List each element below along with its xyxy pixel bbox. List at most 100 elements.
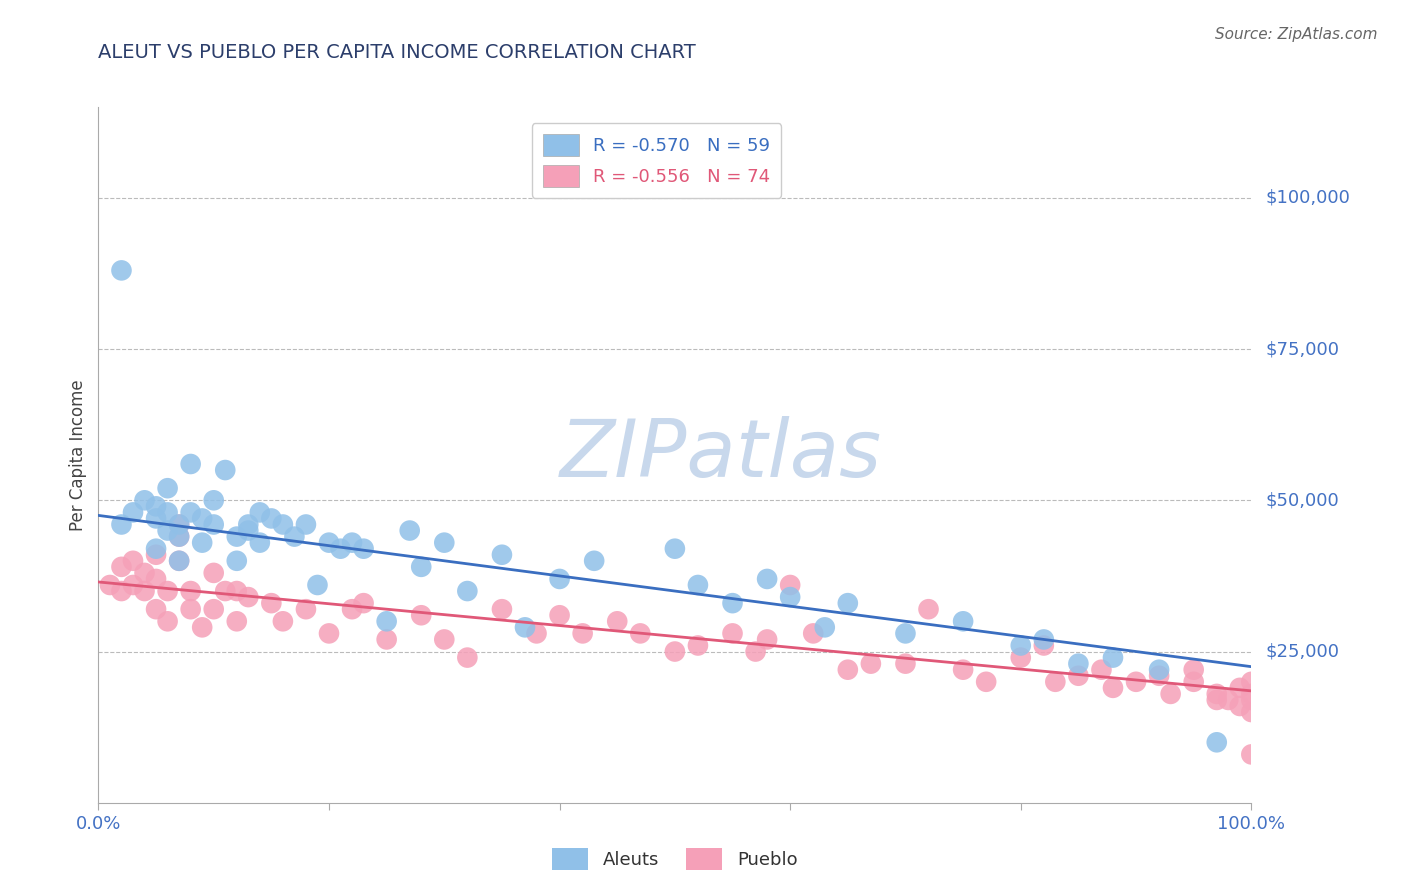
- Text: ALEUT VS PUEBLO PER CAPITA INCOME CORRELATION CHART: ALEUT VS PUEBLO PER CAPITA INCOME CORREL…: [98, 44, 696, 62]
- Point: [283, 530, 305, 544]
- Point: [214, 463, 236, 477]
- Point: [952, 615, 974, 629]
- Point: [1229, 698, 1251, 713]
- Point: [260, 511, 283, 525]
- Point: [1205, 693, 1227, 707]
- Point: [1147, 669, 1170, 683]
- Point: [271, 517, 294, 532]
- Point: [238, 590, 260, 604]
- Point: [329, 541, 352, 556]
- Point: [318, 626, 340, 640]
- Point: [110, 517, 132, 532]
- Point: [122, 505, 145, 519]
- Point: [583, 554, 606, 568]
- Point: [191, 620, 214, 634]
- Point: [1240, 693, 1263, 707]
- Point: [225, 554, 247, 568]
- Point: [814, 620, 837, 634]
- Point: [779, 578, 801, 592]
- Point: [664, 644, 686, 658]
- Point: [837, 663, 859, 677]
- Point: [1067, 669, 1090, 683]
- Point: [249, 505, 271, 519]
- Point: [894, 626, 917, 640]
- Point: [202, 517, 225, 532]
- Point: [1102, 681, 1125, 695]
- Point: [156, 524, 179, 538]
- Point: [1205, 735, 1227, 749]
- Point: [180, 602, 202, 616]
- Point: [606, 615, 628, 629]
- Point: [180, 505, 202, 519]
- Point: [456, 584, 478, 599]
- Point: [1090, 663, 1112, 677]
- Point: [721, 596, 744, 610]
- Point: [225, 530, 247, 544]
- Point: [191, 511, 214, 525]
- Point: [238, 524, 260, 538]
- Point: [513, 620, 536, 634]
- Point: [260, 596, 283, 610]
- Point: [167, 517, 190, 532]
- Point: [214, 584, 236, 599]
- Point: [145, 511, 167, 525]
- Point: [1102, 650, 1125, 665]
- Text: $50,000: $50,000: [1265, 491, 1339, 509]
- Point: [375, 615, 398, 629]
- Text: Source: ZipAtlas.com: Source: ZipAtlas.com: [1215, 27, 1378, 42]
- Point: [744, 644, 766, 658]
- Point: [180, 584, 202, 599]
- Point: [167, 530, 190, 544]
- Point: [134, 566, 156, 580]
- Point: [98, 578, 121, 592]
- Point: [1240, 705, 1263, 719]
- Point: [721, 626, 744, 640]
- Point: [433, 632, 456, 647]
- Point: [1032, 639, 1054, 653]
- Point: [1010, 639, 1032, 653]
- Point: [318, 535, 340, 549]
- Point: [548, 572, 571, 586]
- Point: [917, 602, 939, 616]
- Point: [307, 578, 329, 592]
- Point: [167, 554, 190, 568]
- Point: [122, 554, 145, 568]
- Point: [156, 615, 179, 629]
- Point: [167, 530, 190, 544]
- Point: [145, 541, 167, 556]
- Point: [756, 572, 779, 586]
- Point: [779, 590, 801, 604]
- Point: [145, 602, 167, 616]
- Point: [225, 584, 247, 599]
- Point: [411, 559, 433, 574]
- Point: [353, 541, 375, 556]
- Point: [686, 578, 709, 592]
- Point: [145, 572, 167, 586]
- Y-axis label: Per Capita Income: Per Capita Income: [69, 379, 87, 531]
- Text: $75,000: $75,000: [1265, 340, 1340, 358]
- Point: [145, 548, 167, 562]
- Text: $25,000: $25,000: [1265, 642, 1340, 661]
- Point: [145, 500, 167, 514]
- Point: [1205, 687, 1227, 701]
- Point: [664, 541, 686, 556]
- Point: [1147, 663, 1170, 677]
- Point: [340, 602, 363, 616]
- Point: [1067, 657, 1090, 671]
- Point: [1240, 747, 1263, 762]
- Point: [491, 548, 513, 562]
- Point: [225, 615, 247, 629]
- Point: [156, 505, 179, 519]
- Point: [202, 566, 225, 580]
- Point: [571, 626, 593, 640]
- Point: [526, 626, 548, 640]
- Point: [271, 615, 294, 629]
- Point: [1010, 650, 1032, 665]
- Point: [340, 535, 363, 549]
- Point: [110, 263, 132, 277]
- Point: [295, 602, 318, 616]
- Point: [837, 596, 859, 610]
- Point: [110, 584, 132, 599]
- Point: [167, 554, 190, 568]
- Point: [1182, 674, 1205, 689]
